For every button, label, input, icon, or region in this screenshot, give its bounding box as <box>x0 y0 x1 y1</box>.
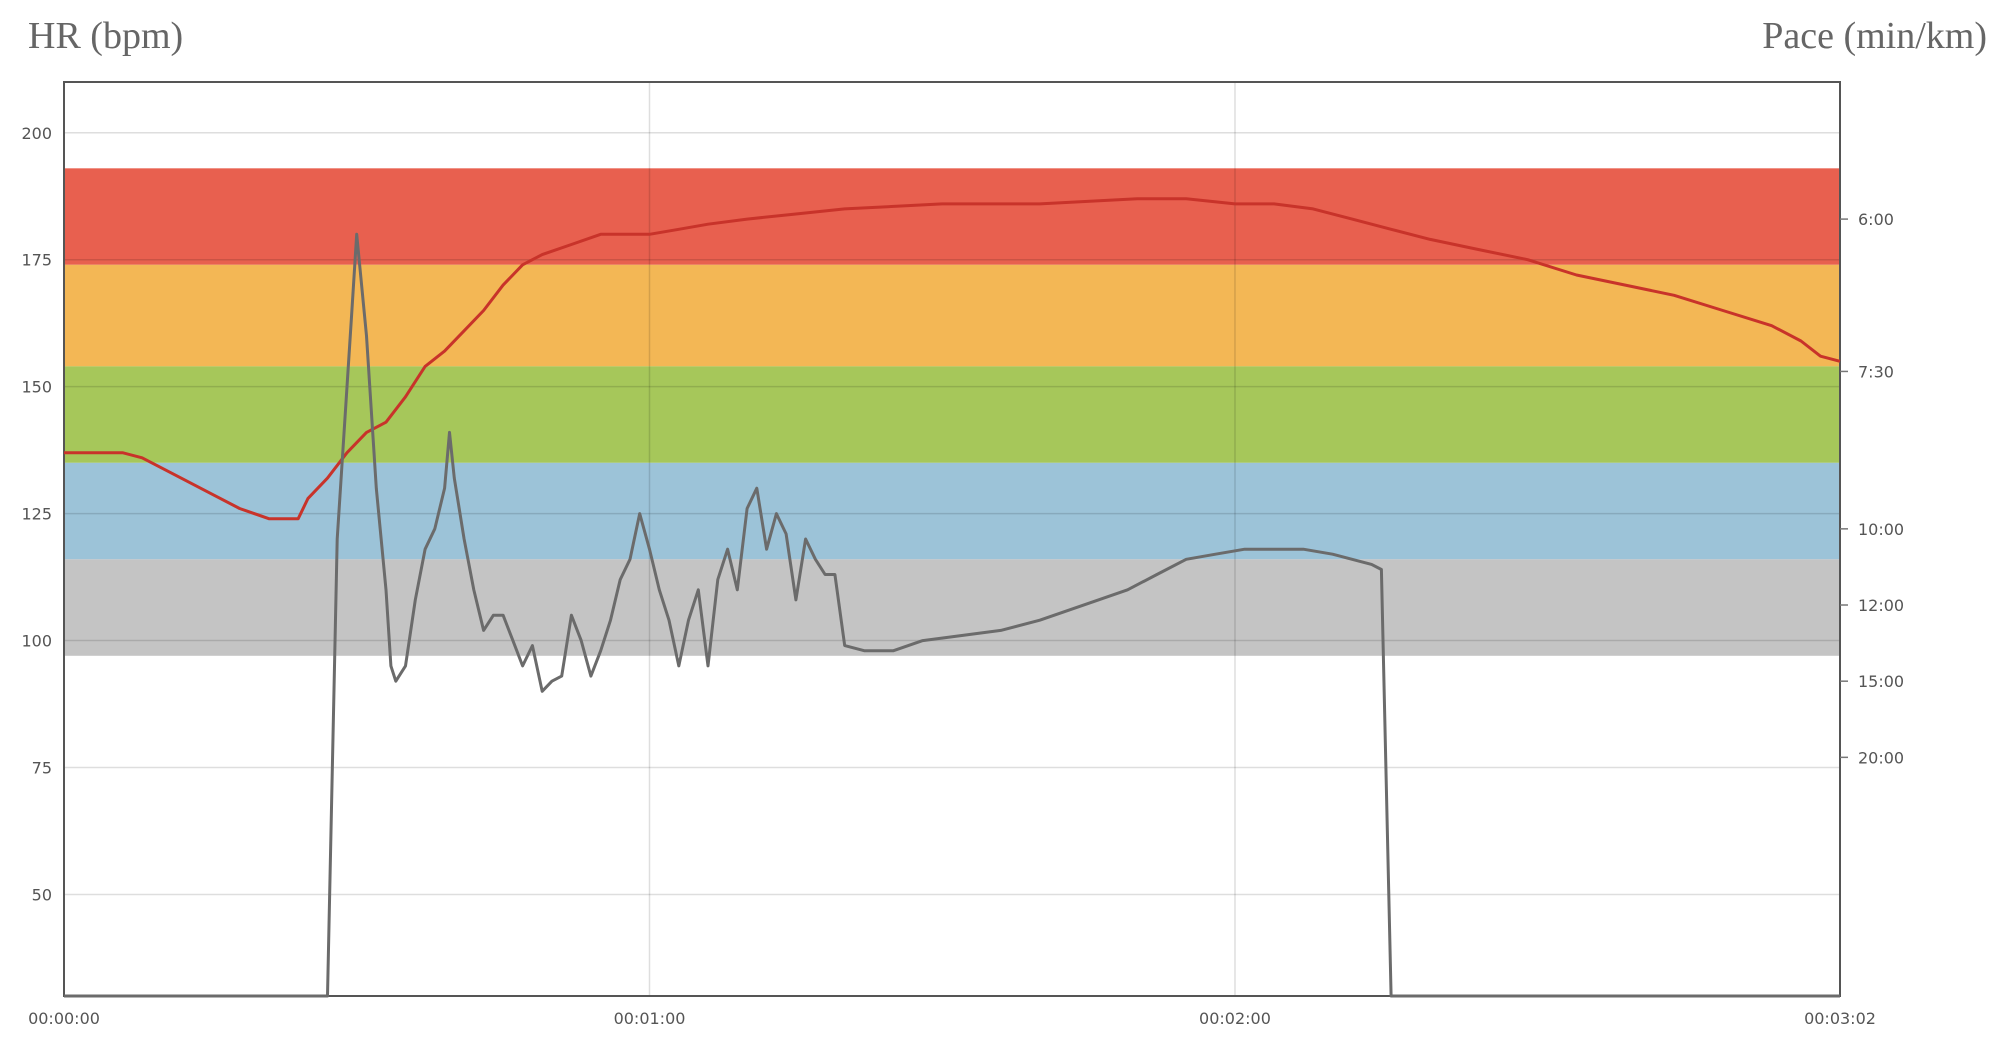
plot-area-frame <box>63 81 1841 997</box>
left-axis-title: HR (bpm) <box>28 15 184 57</box>
x-tick-label: 00:02:00 <box>1199 1009 1271 1028</box>
y-left-tick-label: 175 <box>21 251 52 270</box>
hr-zone-band-5 <box>64 559 1840 656</box>
y-left-tick-label: 150 <box>21 378 52 397</box>
y-right-tick-label: 6:00 <box>1858 210 1894 229</box>
y-right-tick-label: 20:00 <box>1858 748 1904 767</box>
hr-zone-band-3 <box>64 366 1840 463</box>
y-left-tick-label: 50 <box>32 885 52 904</box>
y-right-tick-label: 15:00 <box>1858 672 1904 691</box>
right-axis-title: Pace (min/km) <box>1762 15 1987 57</box>
y-left-tick-label: 75 <box>32 759 52 778</box>
hr-zone-band-4 <box>64 462 1840 560</box>
x-tick-label: 00:03:02 <box>1804 1009 1876 1028</box>
x-tick-label: 00:00:00 <box>28 1009 100 1028</box>
series-line-2 <box>64 232 1840 998</box>
y-right-tick-label: 12:00 <box>1858 596 1904 615</box>
y-right-tick-label: 10:00 <box>1858 520 1904 539</box>
y-right-tick-label: 7:30 <box>1858 362 1894 381</box>
y-left-tick-label: 125 <box>21 505 52 524</box>
hr-zone-band-1 <box>64 168 1840 265</box>
y-left-tick-label: 200 <box>21 124 52 143</box>
hr-zone-band-2 <box>64 264 1840 367</box>
x-tick-label: 00:01:00 <box>614 1009 686 1028</box>
y-left-tick-label: 100 <box>21 632 52 651</box>
series-line-1 <box>64 197 1841 521</box>
